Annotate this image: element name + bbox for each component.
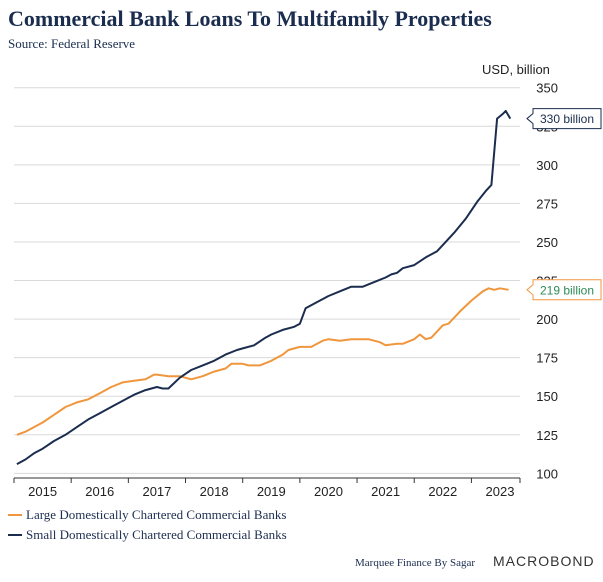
chart-title: Commercial Bank Loans To Multifamily Pro… [8,6,492,31]
x-tick-label-2022: 2022 [428,484,457,499]
end-label-callout-0: 219 billion [526,279,602,301]
footer-credit: Marquee Finance By Sagar [355,557,476,569]
y-tick-label-300: 300 [536,158,558,173]
x-tick-label-2018: 2018 [200,484,229,499]
series-lines [16,109,512,465]
legend-item-large-banks: Large Domestically Chartered Commercial … [8,507,286,523]
y-tick-label-175: 175 [536,351,558,366]
legend-label-small-banks: Small Domestically Chartered Commercial … [26,527,287,542]
end-label-box-1 [526,108,602,130]
legend-item-small-banks: Small Domestically Chartered Commercial … [8,527,287,543]
x-tick-label-2021: 2021 [371,484,400,499]
x-tick-label-2015: 2015 [28,484,57,499]
end-label-callout-1: 330 billion [526,108,602,130]
y-tick-label-275: 275 [536,196,558,211]
y-tick-label-125: 125 [536,428,558,443]
chart-source: Source: Federal Reserve [8,36,136,51]
footer-brand-logo: MACROBOND [493,553,595,569]
y-tick-label-200: 200 [536,312,558,327]
y-tick-label-250: 250 [536,235,558,250]
x-tick-label-2016: 2016 [85,484,114,499]
x-tick-label-2023: 2023 [486,484,515,499]
end-label-text-1: 330 billion [540,112,594,126]
y-tick-label-350: 350 [536,81,558,96]
y-tick-label-150: 150 [536,389,558,404]
legend-swatch-orange [8,514,22,516]
legend-swatch-navy [8,534,22,536]
x-tick-label-2017: 2017 [142,484,171,499]
end-value-callouts: 219 billion 330 billion [526,108,602,301]
series-line-1 [16,109,512,465]
y-axis-unit-label: USD, billion [482,62,550,77]
x-tick-label-2020: 2020 [314,484,343,499]
x-tick-label-2019: 2019 [257,484,286,499]
series-line-0 [16,287,509,436]
y-tick-label-100: 100 [536,466,558,481]
end-label-text-0: 219 billion [540,283,594,297]
grid-lines [14,87,520,474]
legend-label-large-banks: Large Domestically Chartered Commercial … [26,507,287,522]
x-axis: 2015 2016 2017 2018 2019 2020 2021 2022 2023 [13,477,521,499]
end-label-box-0 [526,279,602,301]
